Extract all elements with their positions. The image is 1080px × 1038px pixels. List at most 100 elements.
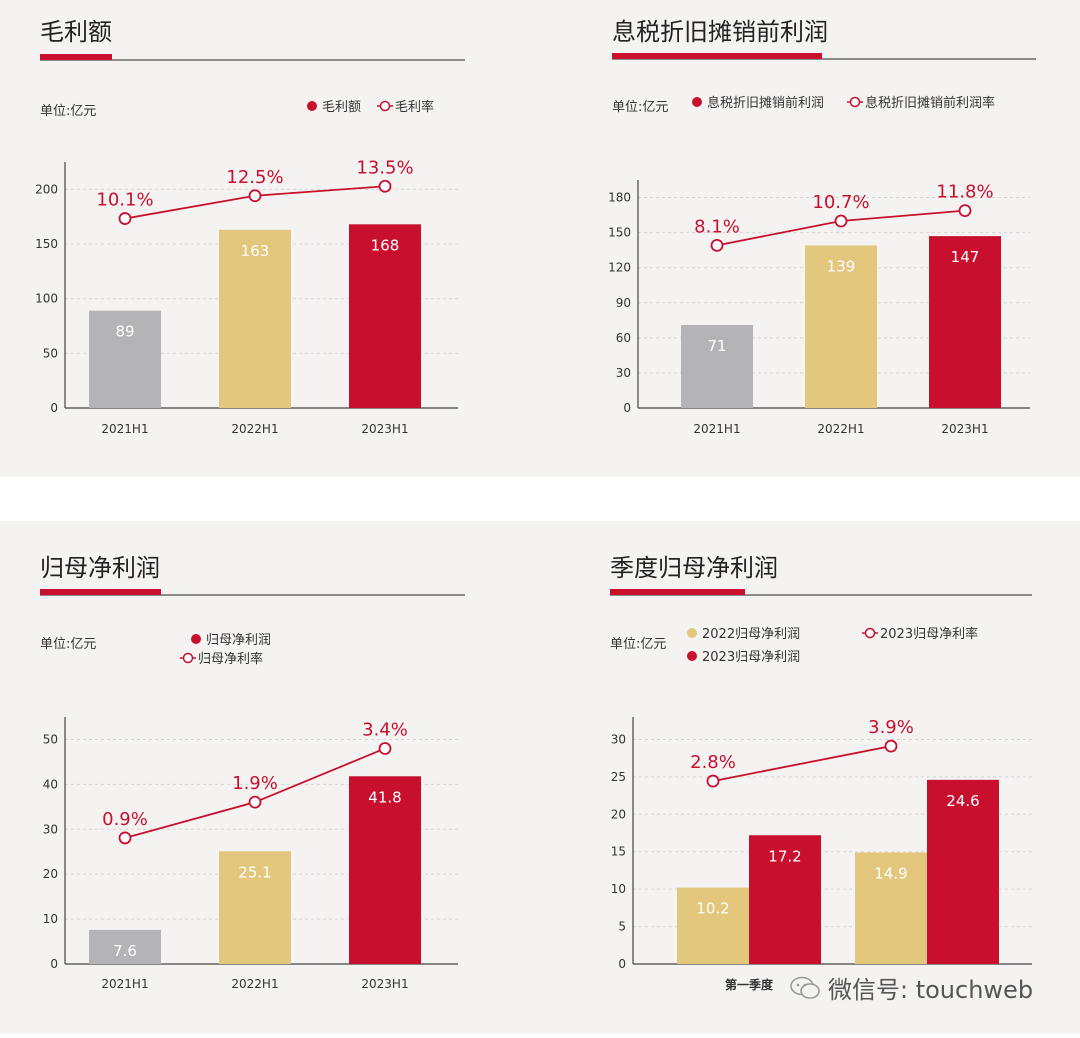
y-tick-label: 20 xyxy=(611,807,626,821)
bar-value-label: 139 xyxy=(827,257,856,275)
rate-label: 8.1% xyxy=(694,216,740,237)
unit-label: 单位:亿元 xyxy=(612,100,668,115)
bar xyxy=(219,851,291,964)
rate-point xyxy=(378,179,392,193)
bar xyxy=(681,324,753,408)
bar xyxy=(929,236,1001,408)
y-tick-label: 50 xyxy=(43,346,58,360)
bar-value-label: 14.9 xyxy=(874,864,907,882)
bar-value-label: 163 xyxy=(241,242,270,260)
unit-label: 单位:亿元 xyxy=(40,104,96,119)
bar-value-label: 71 xyxy=(707,337,726,355)
y-tick-label: 0 xyxy=(50,401,58,415)
bar-value-label: 89 xyxy=(115,323,134,341)
legend-label-2: 归母净利率 xyxy=(198,651,263,667)
bar xyxy=(927,779,999,964)
rate-label: 2.8% xyxy=(690,752,736,773)
chart-title: 季度归母净利润 xyxy=(610,554,778,582)
bar-value-label: 25.1 xyxy=(238,863,271,881)
y-tick-label: 30 xyxy=(611,732,626,746)
rate-point xyxy=(958,204,972,218)
y-tick-label: 10 xyxy=(43,912,58,926)
y-tick-label: 90 xyxy=(616,296,631,310)
top-background xyxy=(0,0,1080,477)
chart-title: 归母净利润 xyxy=(40,554,160,582)
chart-title: 毛利额 xyxy=(40,18,112,46)
rate-label: 10.1% xyxy=(96,190,153,211)
legend-label-1: 息税折旧摊销前利润 xyxy=(707,95,824,111)
rate-label: 0.9% xyxy=(102,809,148,830)
legend-marker-2 xyxy=(687,651,697,661)
rate-label: 3.9% xyxy=(868,717,914,738)
title-accent xyxy=(610,589,745,595)
legend-marker-1 xyxy=(692,97,702,107)
wechat-icon xyxy=(790,976,820,1000)
y-tick-label: 40 xyxy=(43,777,58,791)
bar xyxy=(805,245,877,408)
bar-value-label: 24.6 xyxy=(946,792,979,810)
rate-line xyxy=(712,745,892,782)
rate-point xyxy=(834,214,848,228)
title-accent xyxy=(40,54,112,60)
rate-label: 3.4% xyxy=(362,719,408,740)
rate-label: 12.5% xyxy=(226,167,283,188)
legend-label-2: 毛利率 xyxy=(395,99,434,115)
bar-value-label: 41.8 xyxy=(368,788,401,806)
legend-label-1: 归母净利润 xyxy=(206,633,271,648)
y-tick-label: 150 xyxy=(35,237,58,251)
bar-value-label: 7.6 xyxy=(113,942,137,960)
legend-label-2: 2023归母净利润 xyxy=(702,650,800,665)
y-tick-label: 0 xyxy=(50,957,58,971)
x-tick-label: 2021H1 xyxy=(101,422,148,436)
watermark-text: 微信号: touchweb xyxy=(828,976,1034,1004)
rate-point xyxy=(884,739,898,753)
x-tick-label: 2022H1 xyxy=(231,977,278,991)
title-accent xyxy=(40,589,161,595)
bar-value-label: 10.2 xyxy=(696,900,729,918)
legend-marker-1 xyxy=(307,101,317,111)
legend-label-1: 毛利额 xyxy=(322,100,361,115)
bar-value-label: 168 xyxy=(371,236,400,254)
rate-label: 13.5% xyxy=(356,157,413,178)
x-tick-label: 2021H1 xyxy=(101,977,148,991)
y-tick-label: 0 xyxy=(623,401,631,415)
rate-label: 1.9% xyxy=(232,773,278,794)
rate-point xyxy=(378,742,392,755)
x-tick-label: 2023H1 xyxy=(941,422,988,436)
y-tick-label: 15 xyxy=(611,845,626,859)
watermark: 微信号: touchweb xyxy=(790,970,1033,1005)
rate-label: 10.7% xyxy=(812,192,869,213)
chart-panel-gross-profit: 毛利额 单位:亿元 毛利额 毛利率 0 50 100 150 200 2021H1 2022H1 20… xyxy=(0,0,540,477)
y-tick-label: 10 xyxy=(611,882,626,896)
y-tick-label: 0 xyxy=(618,957,626,971)
title-accent xyxy=(612,53,822,59)
legend-marker-1 xyxy=(687,628,697,638)
legend-marker-2 xyxy=(182,652,194,664)
x-tick-label: 2022H1 xyxy=(231,422,278,436)
y-tick-label: 180 xyxy=(608,191,631,205)
y-tick-label: 100 xyxy=(35,292,58,306)
bar-value-label: 17.2 xyxy=(768,847,801,865)
unit-label: 单位:亿元 xyxy=(40,637,96,652)
rate-point xyxy=(710,238,724,252)
bar xyxy=(219,229,291,408)
bar xyxy=(89,310,161,408)
x-tick-label: 2022H1 xyxy=(817,422,864,436)
bar xyxy=(349,776,421,964)
y-tick-label: 30 xyxy=(616,366,631,380)
legend-label-1: 2022归母净利润 xyxy=(702,627,800,642)
y-tick-label: 25 xyxy=(611,770,626,784)
rate-point xyxy=(248,795,262,809)
bar xyxy=(677,887,749,964)
chart-panel-quarterly-net-profit: 季度归母净利润 单位:亿元 2022归母净利润 2023归母净利润 2023归母净利率 0… xyxy=(540,521,1080,1034)
chart-title: 息税折旧摊销前利润 xyxy=(612,18,828,46)
bar xyxy=(855,852,927,964)
rate-point xyxy=(118,212,132,225)
x-tick-label: 2023H1 xyxy=(361,422,408,436)
rate-label: 11.8% xyxy=(936,182,993,203)
legend-marker-2 xyxy=(849,96,861,108)
y-tick-label: 5 xyxy=(618,920,626,934)
